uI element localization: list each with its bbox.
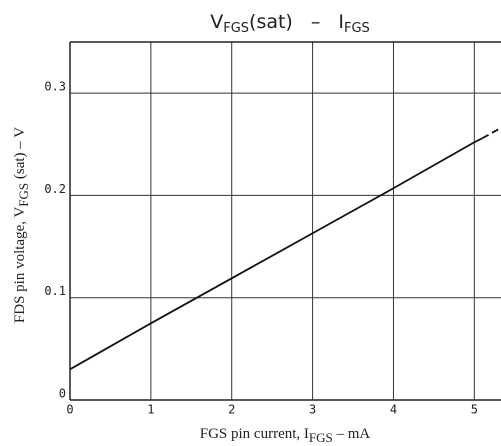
chart-title: VFGS(sat) – IFGS	[210, 11, 370, 36]
x-axis-label: FGS pin current, IFGS – mA	[200, 426, 371, 445]
y-axis-label: FDS pin voltage, VFGS (sat) – V	[12, 127, 31, 323]
x-tick-label: 3	[309, 403, 316, 417]
x-tick-label: 4	[390, 403, 397, 417]
y-tick-label: 0.2	[44, 182, 66, 196]
x-tick-label: 0	[66, 403, 73, 417]
x-tick-label: 2	[228, 403, 235, 417]
data-line	[69, 137, 483, 371]
y-tick-label: 0.1	[44, 284, 66, 298]
data-line	[481, 127, 501, 139]
y-tick-label: 0.3	[44, 80, 66, 94]
x-tick-label: 5	[471, 403, 478, 417]
y-tick-label: 0	[59, 387, 66, 401]
x-tick-label: 1	[147, 403, 154, 417]
